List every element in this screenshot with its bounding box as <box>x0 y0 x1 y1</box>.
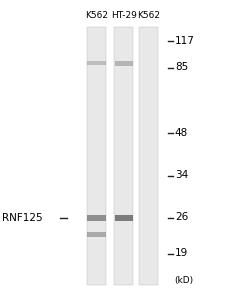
Bar <box>139 27 158 285</box>
Text: HT-29: HT-29 <box>111 11 137 20</box>
Text: 48: 48 <box>175 128 188 139</box>
Bar <box>87 232 106 237</box>
Text: 26: 26 <box>175 212 188 223</box>
Bar <box>114 27 133 285</box>
Bar <box>87 215 106 221</box>
Bar <box>115 61 133 66</box>
Bar <box>115 214 133 220</box>
Bar <box>87 27 106 285</box>
Text: 117: 117 <box>175 35 195 46</box>
Text: 85: 85 <box>175 62 188 73</box>
Text: K562: K562 <box>85 11 108 20</box>
Bar <box>87 61 106 65</box>
Text: K562: K562 <box>137 11 160 20</box>
Text: 34: 34 <box>175 170 188 181</box>
Text: (kD): (kD) <box>174 276 193 285</box>
Text: 19: 19 <box>175 248 188 259</box>
Text: RNF125: RNF125 <box>2 213 43 224</box>
